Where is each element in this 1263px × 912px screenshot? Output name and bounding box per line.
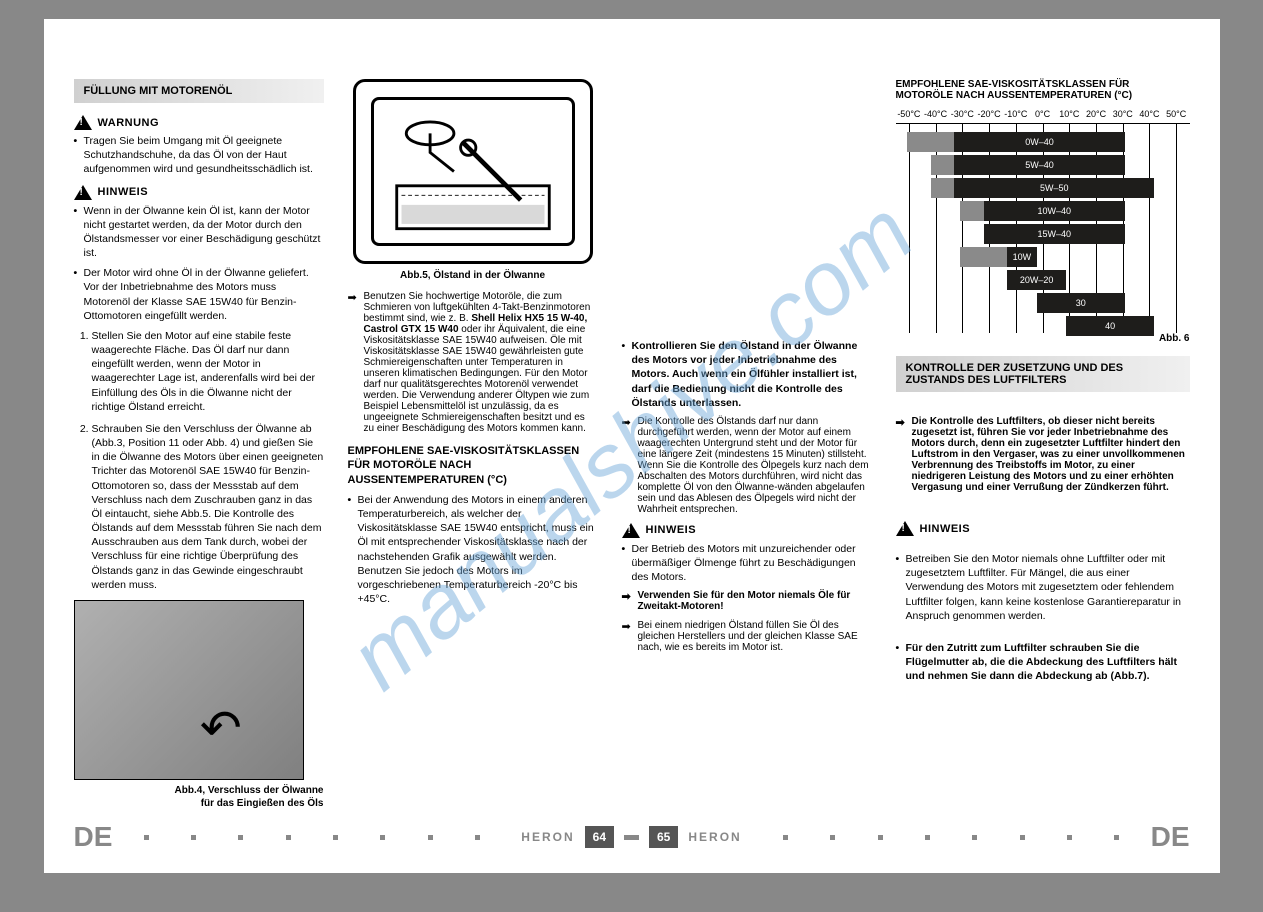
chart-ticks: -50°C-40°C-30°C-20°C-10°C0°C10°C20°C30°C…	[896, 109, 1190, 119]
tick-label: -30°C	[949, 109, 976, 119]
tick-label: 30°C	[1109, 109, 1136, 119]
engine-photo	[74, 600, 304, 780]
tick-label: -40°C	[922, 109, 949, 119]
chart-title: EMPFOHLENE SAE-VISKOSITÄTSKLASSEN FÜR MO…	[896, 79, 1190, 101]
hint-2: Der Motor wird ohne Öl in der Ölwanne ge…	[74, 266, 324, 323]
chart-grid: 0W–40 5W–40 5W–50 10W–40 15W–40 10W 20W–20 30 40	[896, 123, 1190, 333]
col2-para2: Bei der Anwendung des Motors in einem an…	[348, 493, 598, 606]
oil-bar-grey	[960, 201, 984, 221]
oil-bar: 5W–50	[954, 178, 1154, 198]
tick-label: -10°C	[1002, 109, 1029, 119]
brand-left: HERON	[511, 830, 584, 844]
col3-b1: Kontrollieren Sie den Ölstand in der Ölw…	[622, 339, 872, 410]
oil-bar-grey	[960, 247, 1007, 267]
hinweis-icon	[74, 185, 92, 200]
oil-bar-grey	[931, 178, 955, 198]
footer: DE HERON 64 65 HERON DE	[74, 821, 1190, 853]
hinweis-row-4: HINWEIS	[896, 521, 1190, 536]
warning-row: WARNUNG	[74, 115, 324, 130]
hinweis-row-3: HINWEIS	[622, 523, 872, 538]
caption-abb5: Abb.5, Ölstand in der Ölwanne	[348, 270, 598, 281]
col4-b1: Für den Zutritt zum Luftfilter schrauben…	[896, 641, 1190, 684]
col4-arrow-bold: Die Kontrolle des Luftfilters, ob dieser…	[896, 416, 1190, 493]
caption-abb4: Abb.4, Verschluss der Ölwanne für das Ei…	[74, 784, 324, 810]
oil-bar: 40	[1066, 316, 1154, 336]
oil-diagram-inner	[371, 97, 575, 246]
hinweis-label-4: HINWEIS	[920, 523, 971, 535]
hinweis-label: HINWEIS	[98, 186, 149, 198]
gridline	[1176, 124, 1177, 333]
step-2: Schrauben Sie den Verschluss der Ölwanne…	[92, 422, 324, 592]
tick-label: 0°C	[1029, 109, 1056, 119]
hinweis-label-3: HINWEIS	[646, 524, 697, 536]
caption-abb4-l1: Abb.4, Verschluss der Ölwanne	[175, 785, 324, 796]
col3-hint1: Der Betrieb des Motors mit unzureichende…	[622, 542, 872, 585]
warn-text: Tragen Sie beim Umgang mit Öl geeignete …	[74, 134, 324, 177]
warning-icon	[74, 115, 92, 130]
caption-abb4-l2: für das Eingießen des Öls	[201, 798, 324, 809]
tick-label: 10°C	[1056, 109, 1083, 119]
oil-bar: 30	[1037, 293, 1125, 313]
oil-diagram	[353, 79, 593, 264]
oil-bar: 0W–40	[954, 132, 1125, 152]
column-2: Abb.5, Ölstand in der Ölwanne Benutzen S…	[348, 79, 598, 810]
col2-para1-b: oder ihr Äquivalent, die eine Viskosität…	[364, 324, 590, 434]
oil-bar: 10W–40	[984, 201, 1125, 221]
col3-b2: Verwenden Sie für den Motor niemals Öle …	[622, 590, 872, 612]
col4-hint1: Betreiben Sie den Motor niemals ohne Luf…	[896, 552, 1190, 623]
hint-1: Wenn in der Ölwanne kein Öl ist, kann de…	[74, 204, 324, 261]
oil-bar: 20W–20	[1007, 270, 1066, 290]
hinweis-row-1: HINWEIS	[74, 185, 324, 200]
page-left: 64	[585, 826, 614, 848]
page: manualshive.com FÜLLUNG MIT MOTORENÖL WA…	[44, 19, 1220, 873]
oil-bar: 15W–40	[984, 224, 1125, 244]
content-columns: FÜLLUNG MIT MOTORENÖL WARNUNG Tragen Sie…	[74, 79, 1190, 810]
hinweis-icon-4	[896, 521, 914, 536]
dots-right	[752, 835, 1151, 840]
step-1: Stellen Sie den Motor auf eine stabile f…	[92, 329, 324, 414]
tick-label: 50°C	[1163, 109, 1190, 119]
section-header-filter: KONTROLLE DER ZUSETZUNG UND DES ZUSTANDS…	[896, 356, 1190, 392]
page-right: 65	[649, 826, 678, 848]
column-1: FÜLLUNG MIT MOTORENÖL WARNUNG Tragen Sie…	[74, 79, 324, 810]
lang-left: DE	[74, 821, 113, 853]
oil-bar-grey	[931, 155, 955, 175]
column-3: Kontrollieren Sie den Ölstand in der Ölw…	[622, 79, 872, 810]
col2-para1: Benutzen Sie hochwertige Motoröle, die z…	[348, 291, 598, 434]
gridline	[1149, 124, 1150, 333]
gridline	[909, 124, 910, 333]
dots-left	[112, 835, 511, 840]
hinweis-icon-3	[622, 523, 640, 538]
col3-p2: Bei einem niedrigen Ölstand füllen Sie Ö…	[622, 620, 872, 653]
dots-mid	[614, 835, 649, 840]
column-4: EMPFOHLENE SAE-VISKOSITÄTSKLASSEN FÜR MO…	[896, 79, 1190, 810]
oil-bar: 5W–40	[954, 155, 1125, 175]
warning-label: WARNUNG	[98, 117, 160, 129]
tick-label: -50°C	[896, 109, 923, 119]
tick-label: -20°C	[976, 109, 1003, 119]
oil-svg	[374, 100, 572, 243]
brand-right: HERON	[678, 830, 751, 844]
lang-right: DE	[1151, 821, 1190, 853]
oil-bar: 10W	[1007, 247, 1036, 267]
col2-subhead: EMPFOHLENE SAE-VISKOSITÄTSKLASSEN FÜR MO…	[348, 444, 598, 487]
section-header-oil: FÜLLUNG MIT MOTORENÖL	[74, 79, 324, 103]
col3-p1: Die Kontrolle des Ölstands darf nur dann…	[622, 416, 872, 515]
oil-bar-grey	[907, 132, 954, 152]
tick-label: 20°C	[1083, 109, 1110, 119]
tick-label: 40°C	[1136, 109, 1163, 119]
chart-wrap: EMPFOHLENE SAE-VISKOSITÄTSKLASSEN FÜR MO…	[896, 79, 1190, 344]
